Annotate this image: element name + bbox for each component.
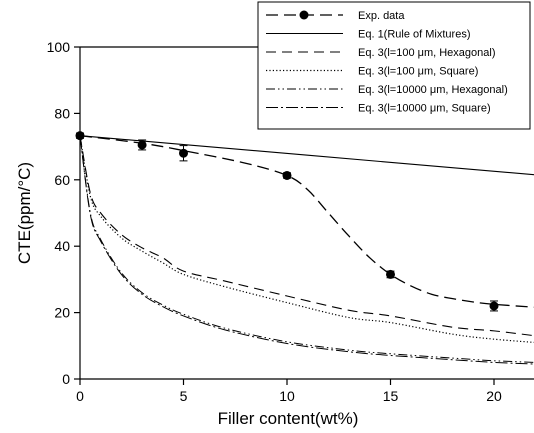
legend-label: Eq. 3(l=10000 μm, Square) (358, 103, 491, 115)
legend-label: Exp. data (358, 10, 405, 22)
exp-data-markers (75, 131, 499, 312)
plot-area (80, 134, 534, 365)
exp-data-point (137, 140, 147, 150)
series-line-5 (80, 135, 534, 363)
legend-label: Eq. 3(l=100 μm, Square) (358, 66, 478, 78)
series-line-1 (80, 134, 534, 308)
legend-marker (299, 10, 309, 20)
y-tick-label: 20 (54, 305, 70, 321)
y-tick-label: 60 (54, 172, 70, 188)
x-tick-label: 20 (486, 388, 502, 404)
ticks: 0 20 40 60 80 100 0 5 10 15 20 (47, 39, 502, 404)
y-tick-label: 0 (62, 371, 70, 387)
series-line-6 (80, 135, 534, 365)
exp-data-point (179, 148, 188, 158)
y-tick-label: 100 (47, 39, 71, 55)
series-line-3 (80, 135, 534, 337)
legend-label: Eq. 1(Rule of Mixtures) (358, 29, 470, 41)
exp-data-point (386, 269, 395, 279)
axes (79, 46, 534, 380)
exp-data-point (489, 301, 499, 311)
exp-data-point (282, 170, 292, 180)
x-tick-label: 15 (383, 388, 399, 404)
x-tick-label: 10 (279, 388, 295, 404)
legend: Exp. data Eq. 1(Rule of Mixtures) Eq. 3(l=… (257, 1, 531, 130)
legend-label: Eq. 3(l=10000 μm, Hexagonal) (358, 84, 508, 96)
legend-box (257, 1, 531, 130)
legend-label: Eq. 3(l=100 μm, Hexagonal) (358, 47, 496, 59)
y-tick-label: 80 (54, 105, 70, 121)
series-line-4 (80, 135, 534, 343)
y-tick-label: 40 (54, 238, 70, 254)
x-axis-title: Filler content(wt%) (218, 409, 359, 428)
x-tick-label: 0 (76, 388, 84, 404)
x-tick-label: 5 (180, 388, 188, 404)
y-axis-title: CTE(ppm/°C) (15, 162, 34, 264)
series-line-2 (80, 135, 534, 176)
